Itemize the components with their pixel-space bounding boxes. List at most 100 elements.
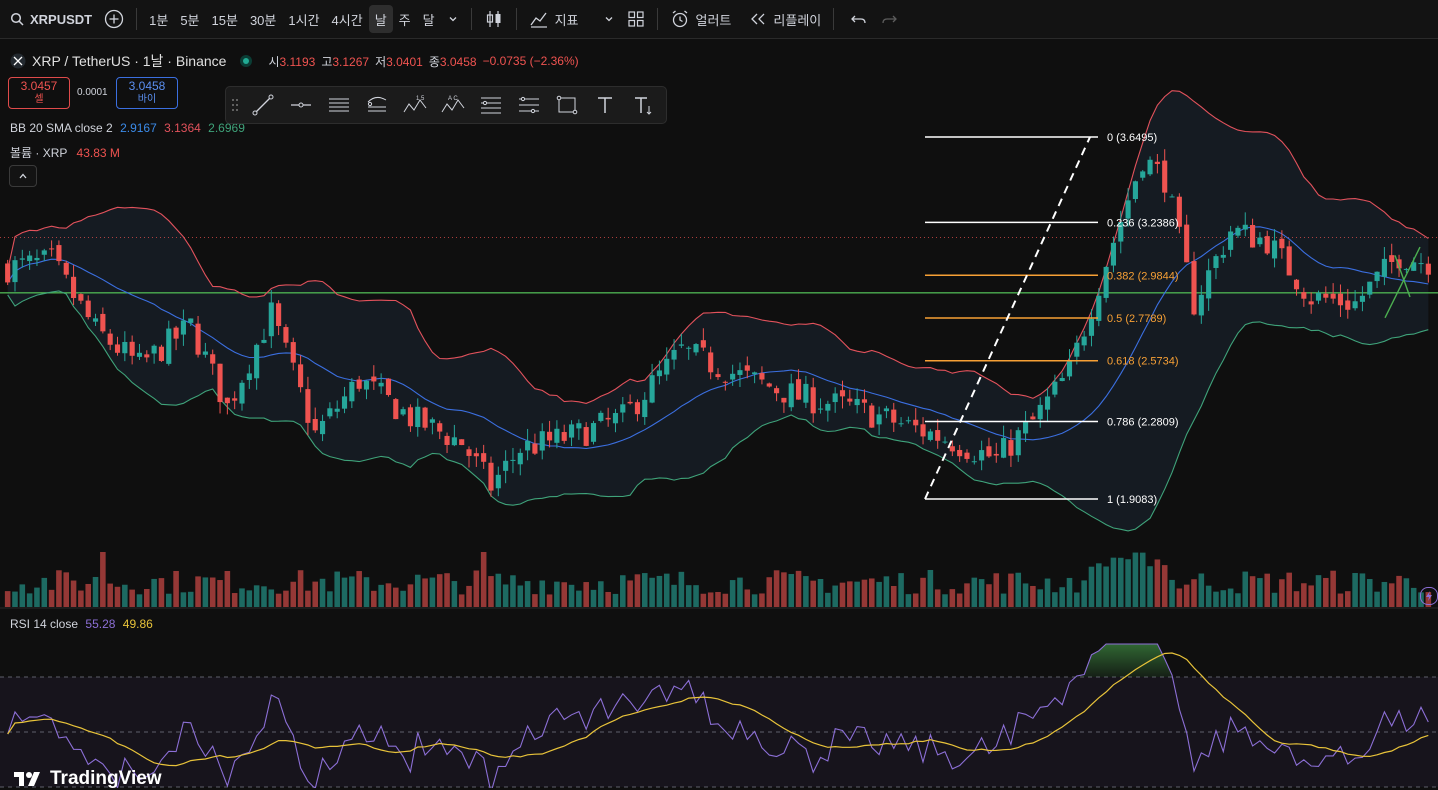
candle (876, 406, 882, 436)
candle-body (1389, 255, 1395, 262)
candle-body (1367, 281, 1373, 295)
abc-pattern-tool[interactable]: A C (434, 90, 472, 120)
text-tool[interactable] (586, 90, 624, 120)
candle-body (781, 397, 787, 403)
candle-body (34, 257, 40, 261)
interval-5m[interactable]: 5분 (180, 12, 200, 28)
candle-body (334, 408, 340, 412)
drag-handle[interactable] (226, 90, 244, 120)
candle-body (737, 370, 743, 375)
text-options-tool[interactable] (624, 90, 662, 120)
candle (429, 417, 435, 435)
alert-button[interactable]: 얼러트 (664, 5, 738, 33)
price-chart[interactable]: 0 (3.6495) 0.236 (3.2386) 0.382 (2.9844) 0.… (0, 39, 1438, 788)
elliott-wave-tool[interactable]: 1 5 (396, 90, 434, 120)
candle (913, 408, 919, 433)
rectangle-tool[interactable] (548, 90, 586, 120)
replay-button[interactable]: 리플레이 (743, 5, 827, 33)
volume-bar (876, 581, 882, 607)
candle-body (1088, 318, 1095, 336)
trend-line-tool[interactable] (244, 90, 282, 120)
volume-bar (363, 577, 370, 607)
volume-bar (1154, 559, 1161, 607)
candle (759, 366, 765, 385)
horizontal-line-tool[interactable] (282, 90, 320, 120)
interval-1d[interactable]: 날 (368, 5, 393, 33)
candle (1096, 288, 1102, 327)
indicators-button[interactable]: 지표 (523, 5, 585, 33)
volume-bar (495, 573, 502, 607)
rsi-legend[interactable]: RSI 14 close 55.28 49.86 (10, 617, 153, 631)
candle-body (378, 382, 384, 387)
volume-bar (275, 593, 282, 607)
trend-line (1394, 255, 1411, 298)
candle (34, 249, 40, 267)
collapse-legend-button[interactable] (9, 165, 37, 187)
candle (371, 365, 377, 390)
symbol-legend[interactable]: XRP / TetherUS · 1날 · Binance 시3.1193 고3… (10, 51, 579, 71)
layouts-button[interactable] (621, 5, 651, 33)
candle-body (1110, 242, 1117, 266)
candle (378, 373, 384, 394)
candle (298, 355, 304, 393)
interval-15m[interactable]: 15분 (211, 12, 238, 28)
candle-body (1001, 438, 1007, 458)
candle-body (71, 276, 77, 299)
redo-button[interactable] (874, 5, 904, 33)
bb-legend[interactable]: BB 20 SMA close 2 2.9167 3.1364 2.6969 (10, 121, 245, 135)
volume-bar (956, 593, 963, 607)
candle-body (1337, 293, 1344, 306)
candle-body (891, 409, 897, 423)
undo-button[interactable] (844, 5, 874, 33)
svg-text:A C: A C (448, 96, 458, 102)
chart-type-button[interactable] (478, 5, 510, 33)
volume-bar (436, 574, 443, 607)
sell-button[interactable]: 3.0457 셀 (8, 77, 70, 109)
fib-retracement-tool[interactable] (472, 90, 510, 120)
indicators-dropdown[interactable] (597, 5, 621, 33)
volume-bar (4, 591, 11, 607)
volume-bar (883, 576, 890, 607)
volume-bar (1330, 570, 1336, 607)
candle-body (254, 344, 260, 379)
parallel-channel-tool[interactable] (320, 90, 358, 120)
volume-legend[interactable]: 볼륨 · XRP 43.83 M (10, 146, 120, 160)
volume-bar (1359, 573, 1366, 607)
interval-1mo[interactable]: 달 (422, 12, 435, 28)
chart-area[interactable]: 0 (3.6495) 0.236 (3.2386) 0.382 (2.9844) 0.… (0, 39, 1438, 790)
rsi-band (0, 677, 1438, 787)
interval-dropdown[interactable] (441, 5, 465, 33)
volume-bar (971, 577, 978, 607)
candle-body (1030, 416, 1036, 420)
volume-bar (1030, 585, 1036, 607)
candle-body (795, 379, 802, 400)
interval-30m[interactable]: 30분 (249, 12, 277, 28)
candle-body (1206, 270, 1212, 299)
candle (1381, 247, 1387, 286)
interval-1w[interactable]: 주 (398, 12, 411, 28)
candle (964, 449, 970, 463)
candle-body (393, 399, 399, 420)
candle (451, 424, 457, 447)
fib-channel-tool[interactable] (358, 90, 396, 120)
buy-button[interactable]: 3.0458 바이 (116, 77, 178, 109)
candle (1074, 335, 1080, 365)
candle-body (1228, 231, 1234, 250)
fib-level-label: 0.786 (2.2809) (1107, 417, 1179, 429)
candle-body (261, 339, 267, 343)
candle-body (583, 427, 589, 446)
interval-1h[interactable]: 1시간 (288, 12, 320, 28)
candle-body (41, 250, 47, 255)
interval-1m[interactable]: 1분 (149, 12, 169, 28)
compare-symbol-button[interactable] (98, 5, 130, 33)
chevron-up-icon (19, 173, 27, 179)
candle (129, 335, 135, 365)
tradingview-logo[interactable]: TradingView (12, 768, 162, 790)
volume-bar (1249, 576, 1256, 607)
volume-bar (744, 589, 751, 607)
symbol-search-button[interactable]: XRPUSDT (4, 5, 98, 33)
gann-fan-tool[interactable] (510, 90, 548, 120)
lightning-icon[interactable] (1420, 587, 1438, 605)
interval-4h[interactable]: 4시간 (331, 12, 363, 28)
volume-bar (1096, 563, 1102, 607)
